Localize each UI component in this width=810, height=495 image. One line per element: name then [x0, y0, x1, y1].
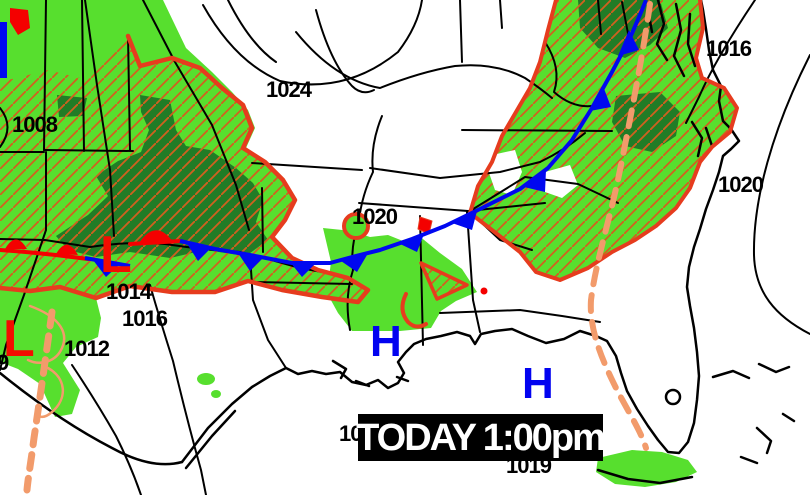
precip-outline-ring: [342, 212, 370, 240]
precip-outline-curl: [400, 292, 428, 329]
trough-east: [587, 1, 653, 451]
troughs: [23, 1, 653, 494]
isobar-label: 1016: [706, 36, 752, 61]
outflow-curl-1: [26, 304, 66, 364]
trough-west: [23, 308, 56, 494]
timestamp-box: [358, 414, 603, 461]
pressure-labels-layer: 100810241020101610201014101610129101019L…: [0, 36, 765, 478]
hatch-west: [0, 36, 368, 302]
florida-keys: [596, 468, 694, 485]
isobar-label: 1008: [12, 112, 58, 137]
isobar-label: 1014: [106, 279, 153, 304]
timestamp-text: TODAY 1:00pm: [356, 417, 604, 459]
isobar-label: 1012: [64, 336, 110, 361]
warm-front: [0, 230, 183, 261]
low-pressure-marker: L: [100, 226, 132, 284]
isobar-label: 1024: [266, 77, 313, 102]
isobar-label: 1020: [718, 172, 764, 197]
outflow-curl-2: [34, 366, 64, 419]
precip-speck-texas-coast-2: [211, 390, 221, 398]
precip-speck-texas-coast: [197, 373, 215, 385]
high-pressure-marker: H: [370, 317, 402, 366]
coastlines: [0, 0, 796, 485]
cold-front: [84, 0, 648, 277]
carolina-sounds: [690, 120, 714, 158]
chesapeake-bay-details: [646, 0, 697, 78]
edge-fragments: [0, 8, 30, 78]
precip-outline-triangle: [419, 261, 469, 301]
hatch-east: [470, 0, 737, 280]
low-pressure-marker: L: [3, 310, 35, 368]
cold-front-fragment-left-edge: [0, 22, 7, 78]
isobar-label: 1020: [352, 204, 398, 229]
timestamp-overlay: TODAY 1:00pm: [356, 414, 606, 461]
red-blob-top-left: [10, 8, 30, 35]
texas-barrier-islands: [184, 409, 237, 470]
red-dot: [480, 287, 488, 295]
isobar-label: 9: [0, 350, 9, 375]
rio-grande-border: [0, 371, 184, 466]
louisiana-coast-details: [331, 359, 410, 388]
lake-okeechobee: [664, 388, 682, 406]
isobar-label: 1016: [122, 306, 168, 331]
high-pressure-marker: H: [522, 359, 554, 408]
bahamas-islands: [711, 362, 796, 465]
